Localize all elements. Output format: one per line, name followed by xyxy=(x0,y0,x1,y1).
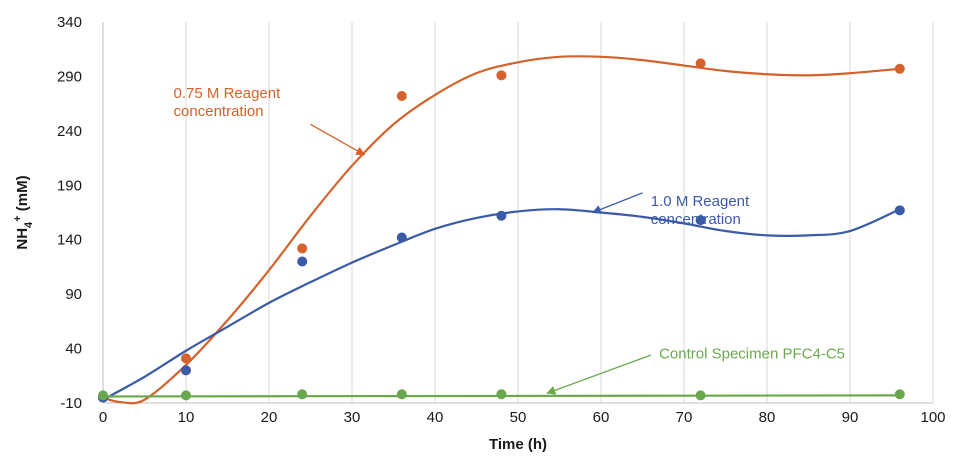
y-axis-title-base: NH xyxy=(14,228,31,250)
y-tick-label: 340 xyxy=(57,14,82,31)
y-tick-label: 140 xyxy=(57,232,82,249)
y-axis-title-sup: + xyxy=(12,215,24,221)
y-axis-title: NH4+ (mM) xyxy=(12,175,35,249)
y-tick-label: 190 xyxy=(57,177,82,194)
annotation-arrow-a075 xyxy=(310,123,366,156)
data-point-s075 xyxy=(894,63,905,74)
data-point-sctrl xyxy=(496,389,507,400)
annotation-a10: 1.0 M Reagent concentration xyxy=(651,193,750,228)
data-point-sctrl xyxy=(297,389,308,400)
data-point-s10 xyxy=(496,210,507,221)
x-tick-label: 100 xyxy=(920,409,945,426)
x-tick-label: 70 xyxy=(676,409,693,426)
trend-line-s10 xyxy=(102,208,901,401)
y-tick-label: -10 xyxy=(60,395,82,412)
x-tick-label: 40 xyxy=(427,409,444,426)
x-tick-label: 80 xyxy=(759,409,776,426)
y-tick-label: 290 xyxy=(57,68,82,85)
annotation-arrow-a10 xyxy=(591,192,643,214)
annotation-line: Control Specimen PFC4-C5 xyxy=(659,345,845,362)
x-tick-label: 90 xyxy=(842,409,859,426)
annotation-line: 1.0 M Reagent xyxy=(651,193,750,210)
data-point-s10 xyxy=(181,365,191,376)
annotation-line: concentration xyxy=(174,103,264,120)
data-point-s075 xyxy=(695,58,706,69)
y-tick-label: 40 xyxy=(65,341,82,358)
annotation-arrow-actrl xyxy=(546,354,652,395)
data-point-sctrl xyxy=(181,390,191,401)
x-tick-label: 10 xyxy=(178,409,195,426)
trend-line-s075 xyxy=(102,55,900,405)
annotation-line: concentration xyxy=(651,211,741,228)
data-point-s075 xyxy=(496,70,507,81)
tick-labels: 0 10 20 30 40 50 60 70 80 90 100 -10 40 90 140 190 240 29… xyxy=(57,14,946,426)
series xyxy=(98,55,905,405)
data-point-sctrl xyxy=(695,390,706,401)
data-point-s10 xyxy=(396,232,407,243)
x-tick-label: 0 xyxy=(99,409,107,426)
y-tick-label: 90 xyxy=(65,286,82,303)
y-axis-title-rest: (mM) xyxy=(14,175,31,215)
annotation-actrl: Control Specimen PFC4-C5 xyxy=(659,345,845,362)
annotation-a075: 0.75 M Reagent concentration xyxy=(174,85,282,120)
data-point-s10 xyxy=(894,205,905,216)
axes xyxy=(102,22,933,404)
data-point-sctrl xyxy=(98,390,108,401)
x-tick-label: 50 xyxy=(510,409,527,426)
data-point-s075 xyxy=(181,353,191,364)
data-point-sctrl xyxy=(894,389,905,400)
x-tick-label: 30 xyxy=(344,409,361,426)
y-tick-label: 240 xyxy=(57,123,82,140)
data-point-s075 xyxy=(297,243,308,254)
x-axis-title: Time (h) xyxy=(489,436,547,453)
data-point-s10 xyxy=(297,256,308,267)
x-tick-label: 60 xyxy=(593,409,610,426)
annotation-line: 0.75 M Reagent xyxy=(174,85,282,102)
y-axis-title-sub: 4 xyxy=(23,221,35,228)
data-point-s10 xyxy=(695,215,706,226)
data-point-sctrl xyxy=(396,389,407,400)
x-tick-label: 20 xyxy=(261,409,278,426)
data-point-s075 xyxy=(396,91,407,102)
